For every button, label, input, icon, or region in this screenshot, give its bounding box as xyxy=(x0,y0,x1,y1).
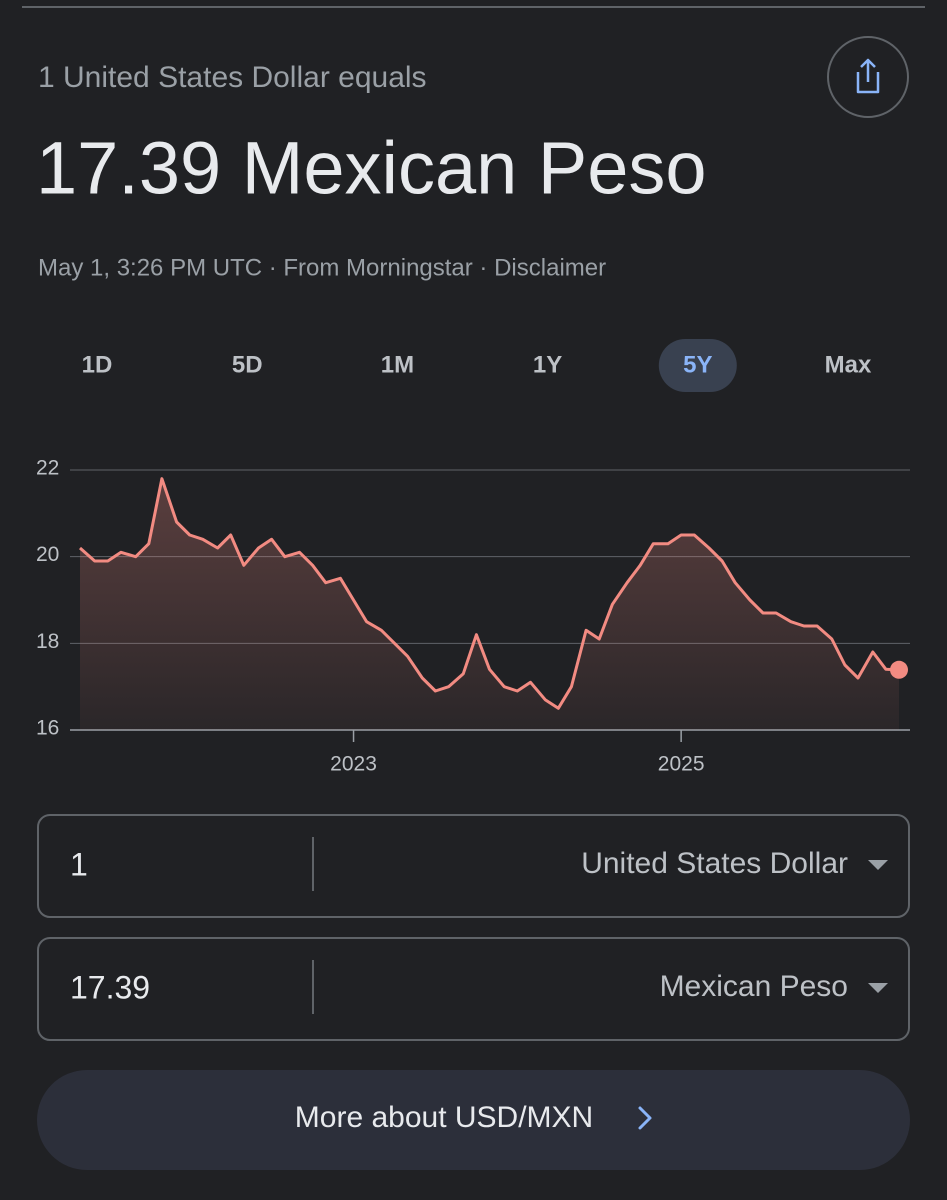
to-field[interactable] xyxy=(37,937,910,1041)
y-tick-label: 18 xyxy=(36,630,59,653)
tab[interactable]: 1Y xyxy=(533,351,562,378)
tab-selected-bg xyxy=(658,339,737,392)
tab[interactable]: 1D xyxy=(82,351,113,378)
dropdown-arrow[interactable] xyxy=(868,983,888,993)
chevron-icon xyxy=(638,1106,652,1130)
from-field[interactable] xyxy=(37,814,910,918)
share-button[interactable] xyxy=(827,36,909,118)
y-tick-label: 22 xyxy=(36,457,59,480)
to-currency[interactable]: Mexican Peso xyxy=(660,970,848,1003)
conversion-result: 17.39 Mexican Peso xyxy=(36,127,707,210)
tab[interactable]: Max xyxy=(825,351,872,378)
to-amount[interactable]: 17.39 xyxy=(70,969,150,1005)
share-icon xyxy=(856,58,880,94)
y-tick-label: 20 xyxy=(36,543,59,566)
tab[interactable]: 1M xyxy=(381,351,414,378)
from-currency[interactable]: United States Dollar xyxy=(581,847,848,880)
more-button[interactable]: More about USD/MXN xyxy=(37,1070,910,1170)
share-circle xyxy=(827,36,909,118)
range-tabs: 1D 5D 1M 1Y 5Y Max xyxy=(82,339,872,392)
tab[interactable]: 5D xyxy=(232,351,263,378)
more-button-bg xyxy=(37,1070,910,1170)
source-meta[interactable]: May 1, 3:26 PM UTC · From Morningstar · … xyxy=(38,254,606,281)
more-button-label[interactable]: More about USD/MXN xyxy=(295,1101,593,1134)
x-tick-label: 2025 xyxy=(658,753,705,776)
from-amount[interactable]: 1 xyxy=(70,846,88,882)
tab-selected[interactable]: 5Y xyxy=(683,351,712,378)
line xyxy=(79,477,900,710)
chart: 16 18 20 22 2023 2025 xyxy=(36,457,910,776)
conversion-label: 1 United States Dollar equals xyxy=(38,61,427,94)
area xyxy=(80,478,899,730)
end-point xyxy=(890,660,908,679)
y-tick-label: 16 xyxy=(36,717,59,740)
dropdown-arrow[interactable] xyxy=(868,860,888,870)
x-tick-label: 2023 xyxy=(330,753,377,776)
